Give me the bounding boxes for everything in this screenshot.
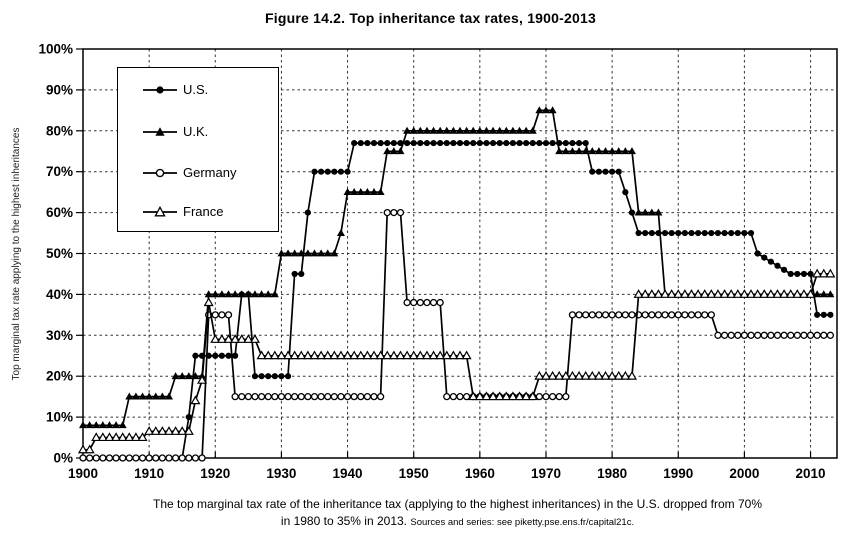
- x-tick-label: 2010: [796, 466, 826, 481]
- legend-label-germany: Germany: [183, 165, 237, 181]
- y-tick-label: 20%: [46, 369, 73, 384]
- legend-item-us: U.S.: [142, 81, 208, 97]
- filled-circle-icon: [143, 86, 177, 94]
- y-tick-label: 90%: [46, 82, 73, 97]
- series-germany: [79, 208, 835, 462]
- x-tick-label: 1920: [200, 466, 230, 481]
- figure-title: Figure 14.2. Top inheritance tax rates, …: [265, 10, 596, 26]
- x-tick-label: 2000: [729, 466, 759, 481]
- x-tick-label: 1910: [134, 466, 164, 481]
- legend: U.S. U.K. Germany France: [117, 67, 279, 232]
- x-tick-label: 1960: [465, 466, 495, 481]
- legend-item-france: France: [142, 203, 223, 219]
- x-tick-label: 1940: [333, 466, 363, 481]
- legend-label-france: France: [183, 204, 224, 220]
- caption-main: in 1980 to 35% in 2013.: [280, 514, 408, 528]
- legend-label-us: U.S.: [183, 82, 209, 98]
- y-tick-label: 50%: [46, 246, 73, 261]
- filled-triangle-icon: [143, 127, 177, 136]
- x-tick-label: 1990: [663, 466, 693, 481]
- y-tick-label: 0%: [53, 451, 73, 466]
- legend-item-uk: U.K.: [142, 123, 208, 139]
- open-circle-icon: [143, 168, 177, 178]
- x-tick-label: 1930: [266, 466, 296, 481]
- series-us: [79, 139, 834, 462]
- y-tick-label: 100%: [38, 42, 73, 57]
- x-tick-label: 1980: [597, 466, 627, 481]
- y-tick-label: 40%: [46, 287, 73, 302]
- caption-source: Sources and series: see piketty.pse.ens.…: [410, 517, 635, 528]
- caption-line-1: The top marginal tax rate of the inherit…: [152, 497, 762, 511]
- legend-item-germany: Germany: [142, 164, 236, 180]
- x-tick-label: 1950: [399, 466, 429, 481]
- y-tick-label: 30%: [46, 328, 73, 343]
- caption-line-2: in 1980 to 35% in 2013. Sources and seri…: [54, 514, 861, 528]
- axis-ticks: 1900 1910 1920 1930 1940 1950 1960 1970 1980 1990…: [38, 42, 825, 482]
- y-tick-label: 10%: [46, 410, 73, 425]
- legend-label-uk: U.K.: [183, 124, 209, 140]
- y-tick-label: 60%: [46, 205, 73, 220]
- y-tick-label: 70%: [46, 164, 73, 179]
- open-triangle-icon: [143, 205, 177, 217]
- y-tick-label: 80%: [46, 123, 73, 138]
- series-france: [77, 268, 836, 454]
- x-tick-label: 1900: [68, 466, 98, 481]
- x-tick-label: 1970: [531, 466, 561, 481]
